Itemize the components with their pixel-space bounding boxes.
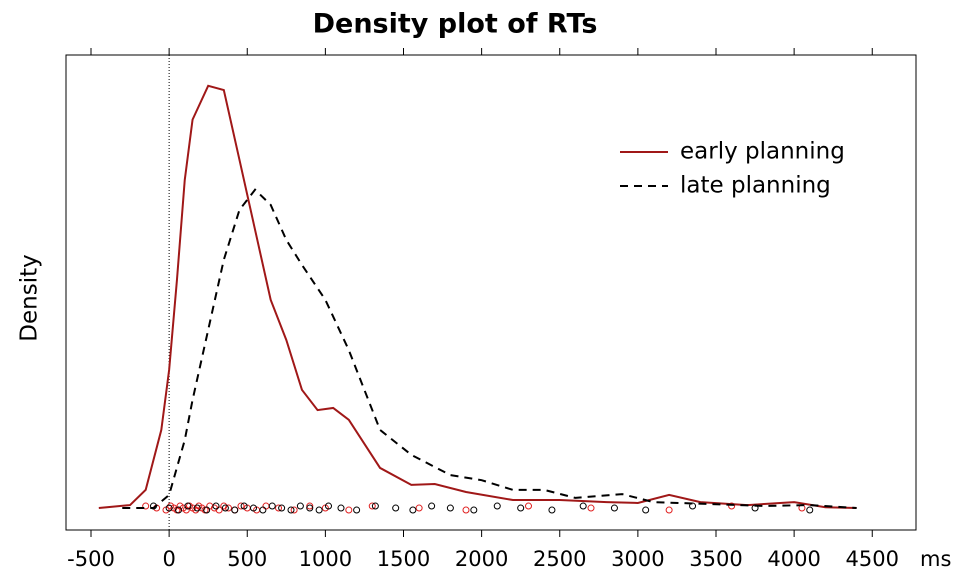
x-tick-label: 500 [227, 547, 267, 571]
rug-point [610, 504, 618, 512]
rug-point [462, 506, 470, 514]
rug-point [296, 502, 304, 510]
rug-point [371, 502, 379, 510]
x-tick-label: 3000 [611, 547, 664, 571]
rug-point [689, 502, 697, 510]
rug-point [446, 504, 454, 512]
rug-point [345, 506, 353, 514]
x-tick-label: 4000 [767, 547, 820, 571]
rug-point [415, 504, 423, 512]
rug-point [250, 504, 257, 512]
rug-point [325, 502, 332, 510]
rug-point [142, 502, 150, 510]
rug-point [337, 504, 345, 512]
legend-label: late planning [680, 173, 831, 199]
rug-point [642, 506, 650, 514]
rug-point [262, 502, 270, 510]
rug-point [268, 502, 276, 510]
rug-point [525, 502, 532, 510]
rug-point [579, 502, 587, 510]
rug-point [665, 506, 673, 514]
rug-point [165, 504, 173, 512]
x-tick-label: 2000 [455, 547, 508, 571]
rug-point [728, 502, 736, 510]
rug-point [240, 502, 248, 510]
rug-point [203, 506, 211, 514]
rug-point [212, 502, 220, 510]
rug-point [306, 504, 314, 512]
rug-point [231, 506, 239, 514]
x-tick-label: 1500 [377, 547, 430, 571]
rug-point [470, 506, 478, 514]
rug-point [428, 502, 436, 510]
y-axis-label: Density [17, 254, 43, 341]
rug-point [193, 504, 201, 512]
rug-point [184, 502, 192, 510]
x-tick-label: 1000 [299, 547, 352, 571]
rug-point [806, 506, 814, 514]
chart-title: Density plot of RTs [313, 9, 598, 40]
x-tick-label: 3500 [689, 547, 742, 571]
x-tick-label: 2500 [533, 547, 586, 571]
rug-point [368, 502, 376, 510]
x-tick-label: 4500 [846, 547, 899, 571]
rug-point [290, 506, 298, 514]
rug-point [353, 506, 361, 514]
rug-point [175, 506, 182, 514]
rug-point [409, 506, 417, 514]
plot-frame [65, 54, 917, 531]
rug-point [259, 506, 267, 514]
rug-point [315, 506, 323, 514]
rug-point [392, 504, 400, 512]
rug-point [287, 506, 295, 514]
rug-point [306, 502, 314, 510]
rug-point [225, 504, 232, 512]
rug-point [221, 504, 229, 512]
rug-point [548, 506, 556, 514]
legend-label: early planning [680, 139, 845, 165]
rug-point [210, 504, 218, 512]
rug-point [517, 504, 525, 512]
rug-point [587, 504, 595, 512]
rug-point [237, 502, 245, 510]
rug-point [275, 504, 282, 512]
x-tick-label: 0 [162, 547, 175, 571]
x-axis-label: ms [920, 547, 951, 571]
rug-point [220, 502, 228, 510]
density-line [98, 84, 857, 510]
density-line [122, 188, 857, 510]
rug-point [278, 504, 286, 512]
x-tick-label: -500 [67, 547, 115, 571]
rug-point [493, 502, 501, 510]
